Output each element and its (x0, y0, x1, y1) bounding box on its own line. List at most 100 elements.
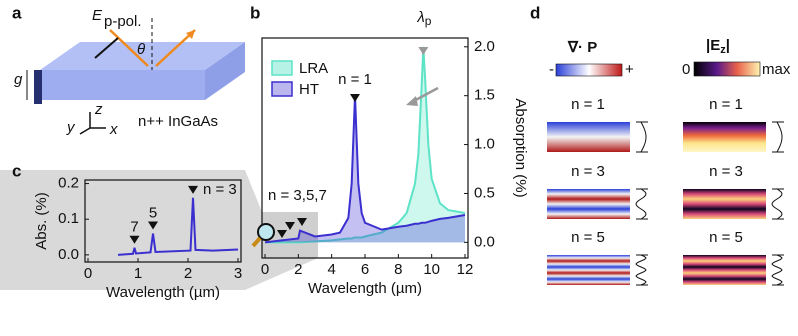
annotation: λp (416, 9, 431, 28)
axis-z-label: z (94, 101, 103, 118)
slab-front (40, 70, 205, 100)
ez: |E (706, 37, 720, 54)
x-tick-label: 12 (457, 261, 474, 278)
mode-profile (771, 254, 783, 286)
mode-profile (776, 121, 783, 153)
angle: θ (137, 41, 145, 58)
annotation: n = 3 (203, 181, 237, 198)
marker (418, 47, 429, 55)
colorbar-min: - (549, 61, 554, 78)
line (265, 46, 466, 244)
y-tick-label: 2.0 (474, 38, 495, 55)
mode-profile (771, 188, 783, 220)
area (265, 46, 465, 243)
legend-label: LRA (299, 60, 328, 77)
panel-label: a (12, 3, 22, 22)
polarization (94, 37, 119, 59)
x-tick-label: 0 (84, 265, 92, 282)
legend-swatch (271, 81, 293, 97)
ez-sub: z (720, 44, 726, 56)
y-axis-label: Abs. (%) (33, 192, 50, 250)
annotation: 7 (130, 219, 138, 236)
marker (297, 218, 307, 226)
lambda-sub: p (425, 14, 432, 28)
line (264, 95, 466, 244)
y-tick-label: 1.0 (474, 136, 495, 153)
y-tick-label: 0.0 (58, 246, 79, 263)
mode-label: n = 3 (571, 163, 605, 180)
colorbar (555, 63, 623, 77)
marker (148, 221, 158, 230)
x-axis-label: Wavelength (µm) (308, 280, 422, 297)
axis-y (79, 127, 91, 135)
panel-label: d (530, 3, 540, 22)
mode-label: n = 1 (571, 96, 605, 113)
legend-swatch (271, 60, 293, 76)
plot-frame (84, 179, 242, 263)
magnifier (257, 223, 275, 241)
slab-side (205, 42, 245, 100)
arrow-head (186, 30, 195, 39)
axis-y-label: y (66, 119, 76, 136)
annotation: n = 3,5,7 (268, 187, 327, 204)
field-map (683, 189, 766, 219)
field-map (683, 255, 766, 285)
x-tick-label: 4 (327, 261, 335, 278)
mode-profile (635, 254, 647, 286)
line (117, 197, 239, 256)
polarization-map (547, 255, 630, 285)
x-tick-label: 10 (423, 261, 440, 278)
mode-label: n = 1 (709, 96, 743, 113)
x-tick-label: 1 (134, 265, 142, 282)
reflected-beam (155, 29, 196, 67)
marker (285, 222, 295, 230)
marker (350, 94, 360, 102)
panel-a: a E p-pol. θ g z x y n++ InGaAs (12, 3, 245, 138)
slab-dark-face (34, 70, 42, 104)
colorbar (693, 61, 761, 77)
colorbar-min: 0 (682, 61, 690, 78)
panel-d: d ∇· P - + |Ez| 0 max n = 1 n = 1 n = 3 n =… (530, 3, 791, 286)
mode-profile (640, 121, 647, 153)
x-tick-label: 8 (394, 261, 402, 278)
x-tick-label: 0 (261, 261, 269, 278)
incident-beam (109, 29, 149, 67)
x-axis-label: Wavelength (µm) (106, 284, 220, 301)
field-map (683, 122, 766, 152)
x-tick-label: 2 (294, 261, 302, 278)
ez-bar: | (726, 37, 730, 54)
legend-label: HT (299, 81, 319, 98)
axis-x-label: x (109, 121, 118, 138)
arrow-head (406, 96, 418, 106)
polarization-map (547, 189, 630, 219)
colorbar-max: + (625, 61, 634, 78)
panel-label: c (12, 161, 21, 180)
magnifier-handle (251, 236, 262, 248)
panel-label: b (250, 3, 260, 22)
x-tick-label: 3 (234, 265, 242, 282)
x-tick-label: 2 (184, 265, 192, 282)
area (265, 95, 465, 243)
marker (129, 235, 140, 244)
lambda: λ (416, 9, 424, 26)
annotation: 5 (149, 204, 157, 221)
x-tick-label: 6 (361, 261, 369, 278)
material: n++ InGaAs (138, 113, 218, 130)
colorbar-title: |Ez| (706, 37, 730, 56)
y-axis-label: Absorption (%) (512, 98, 529, 197)
y-tick-label: 0.2 (58, 175, 79, 192)
field-sub: p-pol. (104, 13, 142, 30)
colorbar-title: ∇· P (567, 39, 597, 56)
mode-label: n = 5 (709, 229, 743, 246)
marker (277, 230, 287, 238)
y-tick-label: 0.1 (58, 210, 79, 227)
field-label: E (92, 7, 103, 24)
annotation: n = 1 (338, 71, 372, 88)
y-tick-label: 0.5 (474, 184, 495, 201)
mode-profile (635, 188, 647, 220)
mode-label: n = 5 (571, 229, 605, 246)
thickness-label: g (14, 71, 23, 88)
polarization-map (547, 122, 630, 152)
slab-top (40, 42, 245, 70)
